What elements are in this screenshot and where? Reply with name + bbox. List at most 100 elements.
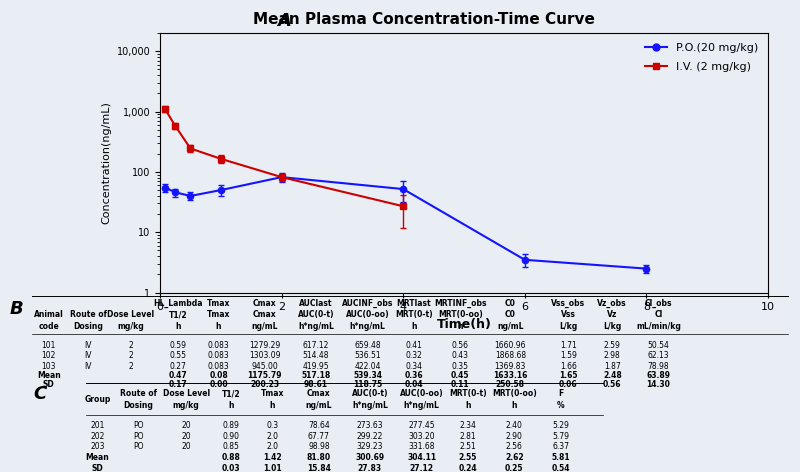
Text: 81.80: 81.80 — [307, 453, 331, 462]
Y-axis label: Concentration(ng/mL): Concentration(ng/mL) — [101, 101, 111, 224]
Text: 0.06: 0.06 — [559, 380, 578, 389]
Text: 0.24: 0.24 — [458, 464, 478, 472]
Text: Tmax: Tmax — [207, 310, 230, 319]
Text: Mean Plasma Concentration-Time Curve: Mean Plasma Concentration-Time Curve — [253, 12, 595, 27]
Text: IV: IV — [84, 362, 92, 371]
Text: 0.083: 0.083 — [208, 341, 230, 350]
Text: 0.54: 0.54 — [551, 464, 570, 472]
Text: AUClast: AUClast — [299, 299, 333, 308]
Text: 20: 20 — [182, 442, 191, 451]
Text: 304.11: 304.11 — [407, 453, 436, 462]
Text: 0.89: 0.89 — [222, 421, 239, 430]
Text: SD: SD — [91, 464, 103, 472]
Text: 6.37: 6.37 — [552, 442, 569, 451]
Text: 0.27: 0.27 — [170, 362, 187, 371]
Text: h*ng/mL: h*ng/mL — [298, 322, 334, 331]
Text: 1369.83: 1369.83 — [494, 362, 526, 371]
Text: 1868.68: 1868.68 — [494, 352, 526, 361]
Text: 0.04: 0.04 — [405, 380, 423, 389]
Text: 517.18: 517.18 — [301, 371, 330, 380]
Text: 945.00: 945.00 — [251, 362, 278, 371]
Text: 419.95: 419.95 — [302, 362, 329, 371]
Text: Cmax: Cmax — [307, 389, 330, 398]
Text: Animal: Animal — [34, 310, 63, 319]
Text: Cl_obs: Cl_obs — [645, 298, 672, 308]
Text: 50.54: 50.54 — [648, 341, 670, 350]
Text: 15.84: 15.84 — [307, 464, 331, 472]
Text: 331.68: 331.68 — [408, 442, 435, 451]
Text: 1279.29: 1279.29 — [250, 341, 281, 350]
Text: MRTINF_obs: MRTINF_obs — [434, 298, 486, 308]
Text: Mean: Mean — [86, 453, 110, 462]
Text: 2.98: 2.98 — [604, 352, 621, 361]
Text: PO: PO — [133, 421, 143, 430]
Text: L/kg: L/kg — [603, 322, 622, 331]
X-axis label: Time(h): Time(h) — [437, 318, 491, 331]
Text: 2.48: 2.48 — [603, 371, 622, 380]
Text: %: % — [557, 401, 564, 410]
Text: B: B — [10, 300, 23, 318]
Text: 62.13: 62.13 — [648, 352, 670, 361]
Text: 2.90: 2.90 — [506, 431, 522, 441]
Text: Mean: Mean — [37, 371, 61, 380]
Text: AUC(0-oo): AUC(0-oo) — [346, 310, 390, 319]
Text: 2.0: 2.0 — [266, 431, 278, 441]
Text: 1.87: 1.87 — [604, 362, 621, 371]
Text: A: A — [277, 12, 291, 30]
Text: HL_Lambda: HL_Lambda — [154, 298, 203, 308]
Text: 0.43: 0.43 — [452, 352, 469, 361]
Text: Cl: Cl — [654, 310, 662, 319]
Text: 0.34: 0.34 — [406, 362, 422, 371]
Text: 20: 20 — [182, 431, 191, 441]
Text: h: h — [216, 322, 222, 331]
Text: 0.25: 0.25 — [505, 464, 523, 472]
Text: 536.51: 536.51 — [354, 352, 381, 361]
Text: mg/kg: mg/kg — [173, 401, 199, 410]
Text: ng/mL: ng/mL — [497, 322, 524, 331]
Text: h*ng/mL: h*ng/mL — [350, 322, 386, 331]
Text: T1/2: T1/2 — [169, 310, 188, 319]
Text: h: h — [176, 322, 181, 331]
Text: 0.3: 0.3 — [266, 421, 278, 430]
Text: h: h — [270, 401, 275, 410]
Text: 300.69: 300.69 — [355, 453, 385, 462]
Text: Vz: Vz — [607, 310, 618, 319]
Text: 2: 2 — [128, 352, 133, 361]
Text: 514.48: 514.48 — [302, 352, 329, 361]
Text: T1/2: T1/2 — [222, 389, 240, 398]
Text: 2.40: 2.40 — [506, 421, 522, 430]
Text: 5.79: 5.79 — [552, 431, 569, 441]
Text: h*ng/mL: h*ng/mL — [352, 401, 388, 410]
Text: 101: 101 — [42, 341, 56, 350]
Text: 539.34: 539.34 — [353, 371, 382, 380]
Text: h*ng/mL: h*ng/mL — [404, 401, 439, 410]
Text: Vz_obs: Vz_obs — [598, 298, 627, 308]
Text: 27.12: 27.12 — [410, 464, 434, 472]
Text: Vss_obs: Vss_obs — [551, 298, 586, 308]
Text: 0.45: 0.45 — [451, 371, 470, 380]
Text: 0.41: 0.41 — [406, 341, 422, 350]
Text: 2.51: 2.51 — [459, 442, 476, 451]
Text: MRTlast: MRTlast — [397, 299, 431, 308]
Text: 102: 102 — [42, 352, 56, 361]
Text: MRT(0-t): MRT(0-t) — [449, 389, 486, 398]
Text: 27.83: 27.83 — [358, 464, 382, 472]
Text: 0.35: 0.35 — [452, 362, 469, 371]
Text: 63.89: 63.89 — [646, 371, 670, 380]
Text: 78.98: 78.98 — [648, 362, 670, 371]
Text: 0.55: 0.55 — [170, 352, 187, 361]
Text: 2: 2 — [128, 362, 133, 371]
Text: 1.01: 1.01 — [263, 464, 282, 472]
Text: L/kg: L/kg — [559, 322, 578, 331]
Text: 0.083: 0.083 — [208, 362, 230, 371]
Text: h: h — [458, 322, 463, 331]
Text: 0.11: 0.11 — [451, 380, 470, 389]
Text: MRT(0-oo): MRT(0-oo) — [438, 310, 482, 319]
Text: 201: 201 — [90, 421, 105, 430]
Text: 1303.09: 1303.09 — [249, 352, 281, 361]
Text: Vss: Vss — [561, 310, 576, 319]
Text: F: F — [558, 389, 563, 398]
Text: 2.55: 2.55 — [458, 453, 477, 462]
Text: 2.81: 2.81 — [459, 431, 476, 441]
Text: C0: C0 — [505, 299, 516, 308]
